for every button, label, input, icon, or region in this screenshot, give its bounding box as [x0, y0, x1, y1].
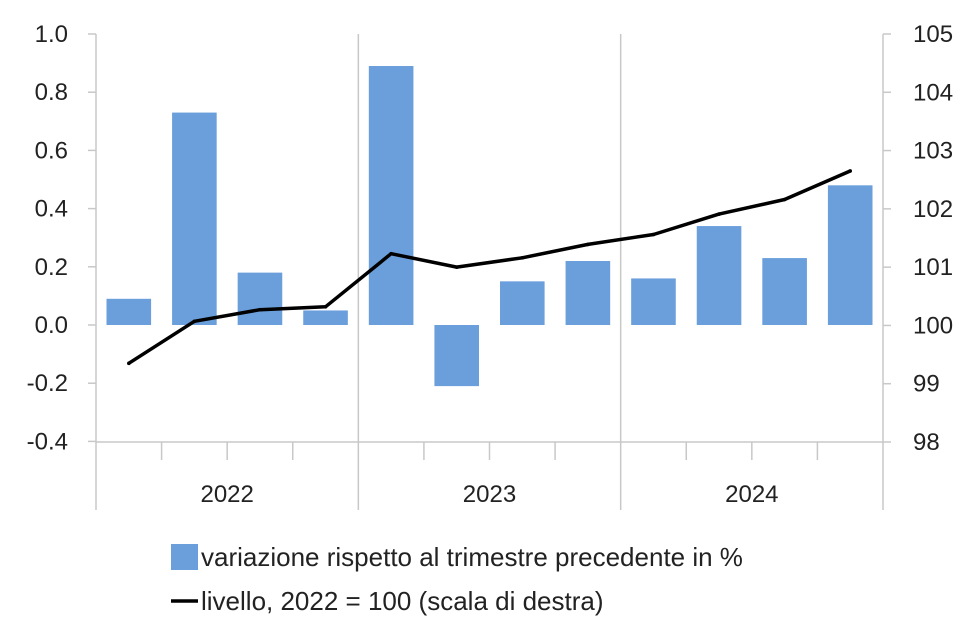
bar [827, 185, 873, 325]
bar [106, 298, 152, 325]
bar [499, 281, 545, 325]
line-point [717, 212, 721, 216]
right-tick-label: 101 [913, 254, 953, 281]
line-point [586, 242, 590, 247]
bar [565, 260, 611, 325]
right-tick-label: 104 [913, 79, 953, 106]
bar [303, 310, 348, 325]
line-point [389, 251, 393, 256]
right-tick-label: 98 [913, 429, 940, 456]
line-point [782, 197, 787, 202]
year-label: 2024 [725, 481, 778, 508]
left-tick-label: 0.2 [35, 254, 68, 281]
right-tick-label: 102 [913, 196, 953, 223]
level-line [127, 169, 851, 365]
left-tick-label: 0.4 [35, 196, 68, 223]
line-point [323, 304, 328, 309]
left-tick-label: 0.8 [35, 79, 68, 106]
legend-line-label: livello, 2022 = 100 (scala di destra) [201, 586, 604, 616]
bar [631, 278, 676, 325]
left-tick-label: 0.6 [35, 137, 68, 164]
bar [172, 112, 217, 325]
line-point [651, 232, 656, 237]
bar [762, 258, 807, 325]
bar [434, 325, 480, 387]
legend-bar-swatch [171, 544, 198, 570]
left-tick-label: 1.0 [35, 21, 68, 48]
right-tick-label: 99 [913, 371, 940, 398]
line-series [126, 169, 853, 366]
left-tick-label: 0.0 [35, 312, 68, 339]
axes [88, 33, 891, 510]
legend: variazione rispetto al trimestre precede… [171, 542, 743, 616]
right-tick-label: 105 [913, 21, 953, 48]
line-point [520, 256, 525, 260]
line-point [192, 319, 197, 324]
line-point [126, 361, 131, 366]
line-point [454, 265, 459, 269]
right-tick-label: 100 [913, 312, 953, 339]
axis-labels: -0.4 -0.2 0.0 0.2 0.4 0.6 0.8 1.0 98 99 100 101 102 1… [27, 21, 953, 508]
bar [237, 272, 283, 325]
right-tick-label: 103 [913, 138, 953, 165]
bar [696, 226, 742, 325]
line-point [848, 169, 853, 173]
year-label: 2022 [200, 481, 253, 508]
bar-series [106, 66, 873, 387]
left-tick-label: -0.4 [27, 428, 68, 455]
legend-bar-label: variazione rispetto al trimestre precede… [201, 542, 743, 572]
year-label: 2023 [463, 481, 516, 508]
line-point [258, 307, 262, 312]
bar [368, 66, 414, 325]
left-tick-label: -0.2 [27, 370, 68, 397]
